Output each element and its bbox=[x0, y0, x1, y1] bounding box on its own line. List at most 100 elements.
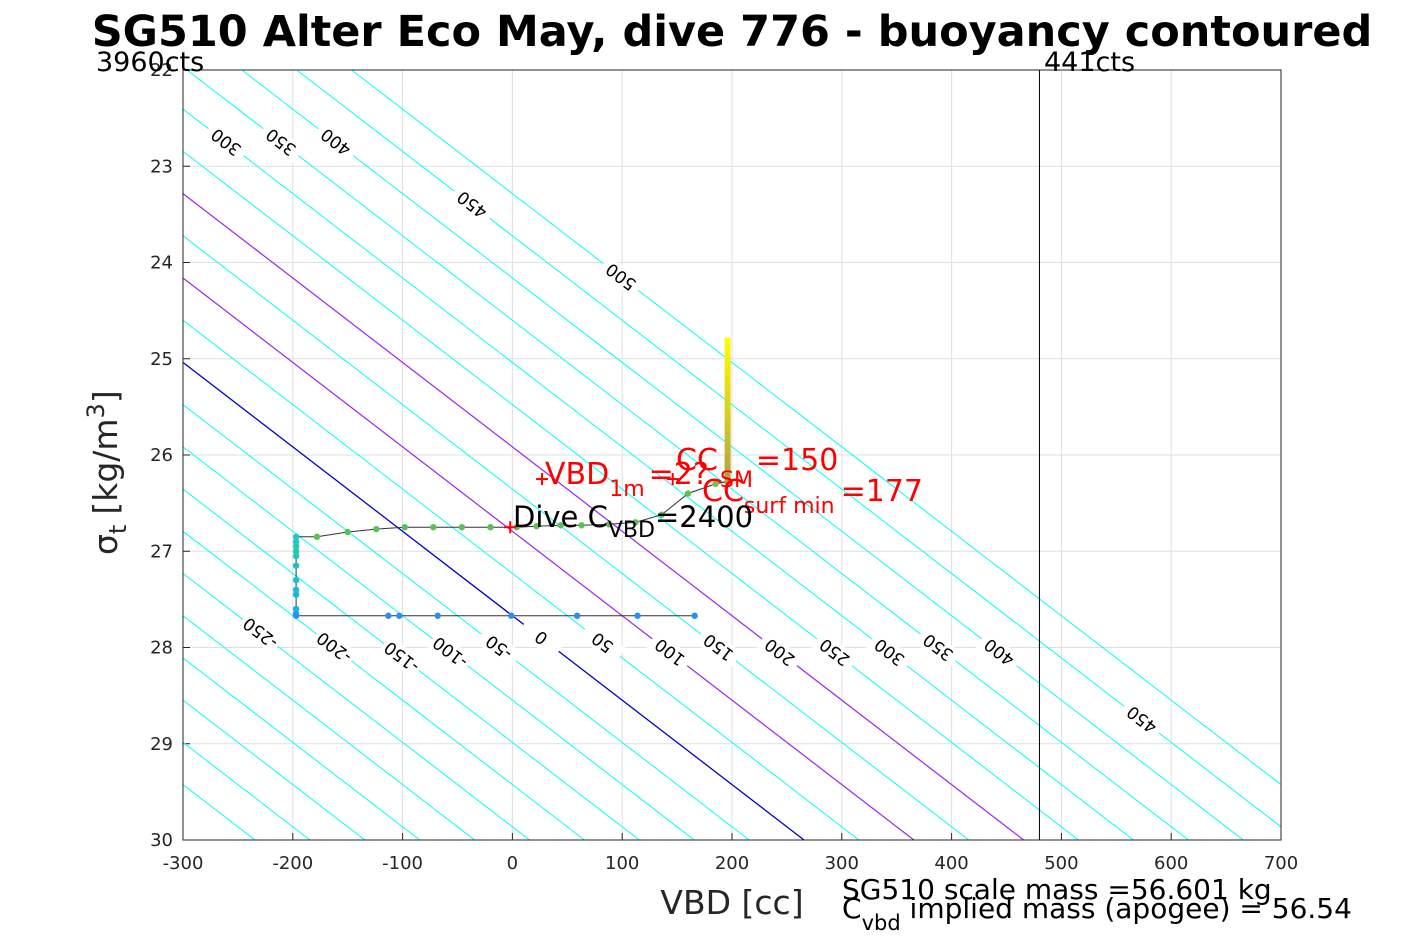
y-tick-label: 27 bbox=[150, 541, 173, 562]
chart-title: SG510 Alter Eco May, dive 776 - buoyancy… bbox=[92, 7, 1373, 57]
y-tick-label: 25 bbox=[150, 349, 173, 370]
contour-label-bg bbox=[236, 611, 284, 655]
footer-implied-mass: Cvbd implied mass (apogee) = 56.54 bbox=[842, 892, 1352, 935]
x-tick-labels: -300 -200 -100 0 100 200 300 400 500 600 700 bbox=[163, 853, 1299, 874]
x-tick-label: 300 bbox=[825, 853, 859, 874]
contour-line bbox=[183, 361, 805, 840]
data-point bbox=[557, 522, 564, 529]
contour-label-bg bbox=[448, 183, 496, 227]
x-tick-label: 700 bbox=[1264, 853, 1298, 874]
data-point bbox=[684, 490, 692, 497]
y-tick-label: 24 bbox=[150, 253, 173, 274]
data-point bbox=[430, 523, 437, 531]
contour-label-bg bbox=[257, 120, 305, 164]
footer-scale-mass: SG510 scale mass =56.601 kg bbox=[842, 873, 1272, 906]
annotation-cc: CC =150 bbox=[676, 443, 838, 478]
contour-line bbox=[183, 150, 1079, 840]
data-point bbox=[658, 511, 665, 518]
data-point bbox=[292, 533, 300, 541]
data-point bbox=[292, 538, 300, 545]
contour-label-bg bbox=[1118, 698, 1166, 742]
data-point bbox=[533, 523, 540, 530]
data-point bbox=[458, 523, 466, 531]
contour-label-bg bbox=[865, 630, 913, 674]
contour-line bbox=[186, 70, 1189, 840]
contour-line bbox=[183, 699, 366, 840]
annotation-cc-surf-min: CCsurf min =177 bbox=[702, 474, 923, 519]
data-point bbox=[292, 591, 300, 598]
contour-label-bg bbox=[377, 635, 426, 679]
annotation-sm: SM bbox=[720, 468, 753, 493]
contour-lines bbox=[183, 70, 1281, 840]
annotation-dive-c-vbd: Dive CVBD=2400 bbox=[513, 500, 753, 543]
x-tick-label: 600 bbox=[1154, 853, 1188, 874]
contour-line bbox=[183, 530, 585, 840]
contour-line bbox=[183, 446, 695, 840]
x-tick-label: 200 bbox=[715, 853, 749, 874]
contour-line bbox=[241, 70, 1244, 840]
data-point bbox=[292, 576, 300, 584]
data-point bbox=[513, 523, 520, 531]
data-point bbox=[487, 523, 494, 531]
data-point bbox=[634, 612, 641, 619]
data-point bbox=[401, 523, 408, 531]
y-tick-label: 22 bbox=[150, 60, 173, 81]
data-point bbox=[292, 552, 300, 560]
contour-label-bg bbox=[312, 120, 360, 164]
y-axis-label: σt[kg/m3] bbox=[82, 390, 132, 555]
y-tick-label: 30 bbox=[150, 830, 173, 851]
data-point bbox=[292, 586, 300, 593]
contour-label-bg bbox=[475, 626, 523, 669]
contour-label-bg bbox=[202, 120, 250, 164]
data-point bbox=[292, 612, 300, 619]
data-point bbox=[292, 605, 300, 613]
data-point bbox=[578, 522, 585, 529]
x-tick-label: -100 bbox=[382, 853, 423, 874]
x-tick-label: -300 bbox=[163, 853, 204, 874]
corner-label-left: 3960cts bbox=[96, 47, 204, 78]
contour-label-bg bbox=[646, 630, 694, 674]
data-point bbox=[292, 543, 300, 550]
x-tick-label: 400 bbox=[934, 853, 968, 874]
data-point bbox=[313, 533, 321, 541]
contour-line bbox=[183, 277, 915, 840]
contour-label-bg bbox=[914, 626, 962, 669]
x-tick-label: -200 bbox=[272, 853, 313, 874]
x-tick-label: 0 bbox=[507, 853, 518, 874]
data-point bbox=[385, 612, 392, 619]
contour-label-bg bbox=[310, 626, 358, 669]
data-point bbox=[573, 612, 581, 619]
data-point bbox=[292, 562, 300, 569]
data-point bbox=[712, 480, 719, 488]
y-tick-label: 28 bbox=[150, 638, 173, 659]
contour-label-bg bbox=[694, 626, 742, 669]
data-point bbox=[632, 519, 639, 526]
x-tick-label: 500 bbox=[1044, 853, 1078, 874]
data-point bbox=[292, 548, 300, 555]
contour-label-bg bbox=[426, 630, 474, 674]
data-point bbox=[508, 612, 515, 619]
contour-line bbox=[183, 657, 421, 840]
contour-line bbox=[183, 572, 530, 840]
contour-label-bg bbox=[756, 630, 804, 674]
contour-line bbox=[351, 70, 1281, 786]
contour-label-bg bbox=[975, 630, 1023, 674]
apogee-bar bbox=[724, 337, 731, 484]
x-axis-label: VBD [cc] bbox=[660, 883, 803, 922]
x-tick-label: 100 bbox=[605, 853, 639, 874]
data-point bbox=[373, 525, 380, 533]
dive-trace bbox=[292, 337, 732, 619]
contour-line bbox=[183, 192, 1025, 840]
y-tick-label: 23 bbox=[150, 156, 173, 177]
contour-label-bg bbox=[578, 621, 626, 665]
contour-label-bg bbox=[517, 616, 565, 660]
contour-line bbox=[183, 615, 475, 840]
data-point bbox=[344, 528, 351, 536]
contour-line bbox=[183, 404, 750, 840]
annotation-vbd-1m: VBD1m =2? bbox=[545, 457, 709, 502]
data-point bbox=[396, 612, 403, 619]
contour-line bbox=[183, 488, 640, 840]
contour-label-bg bbox=[810, 630, 859, 674]
contour-line bbox=[183, 319, 860, 840]
